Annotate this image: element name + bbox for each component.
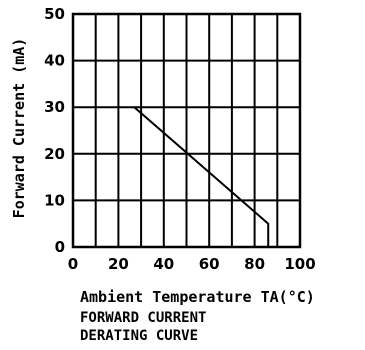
x-tick-label: 40 [153,255,174,273]
y-tick-label: 10 [44,191,65,209]
x-tick-label: 100 [284,255,315,273]
caption-line-2: DERATING CURVE [80,328,198,344]
y-axis-label: Forward Current (mA) [10,38,28,219]
y-axis-ticks: 0 10 20 30 40 50 [44,5,65,256]
x-tick-label: 60 [199,255,220,273]
x-tick-label: 0 [68,255,78,273]
y-tick-label: 20 [44,145,65,163]
x-axis-label: Ambient Temperature TA(°C) [80,288,315,306]
y-tick-label: 0 [55,238,65,256]
chart-series [133,106,270,247]
y-tick-label: 50 [44,5,65,23]
y-tick-label: 40 [44,52,65,70]
plot-frame [71,12,302,249]
x-tick-label: 20 [108,255,129,273]
caption-line-1: FORWARD CURRENT [80,310,206,326]
x-axis-ticks: 0 20 40 60 80 100 [68,255,316,273]
y-tick-label: 30 [44,98,65,116]
chart-grid [71,12,302,249]
derating-curve-line [133,106,270,247]
x-tick-label: 80 [244,255,265,273]
